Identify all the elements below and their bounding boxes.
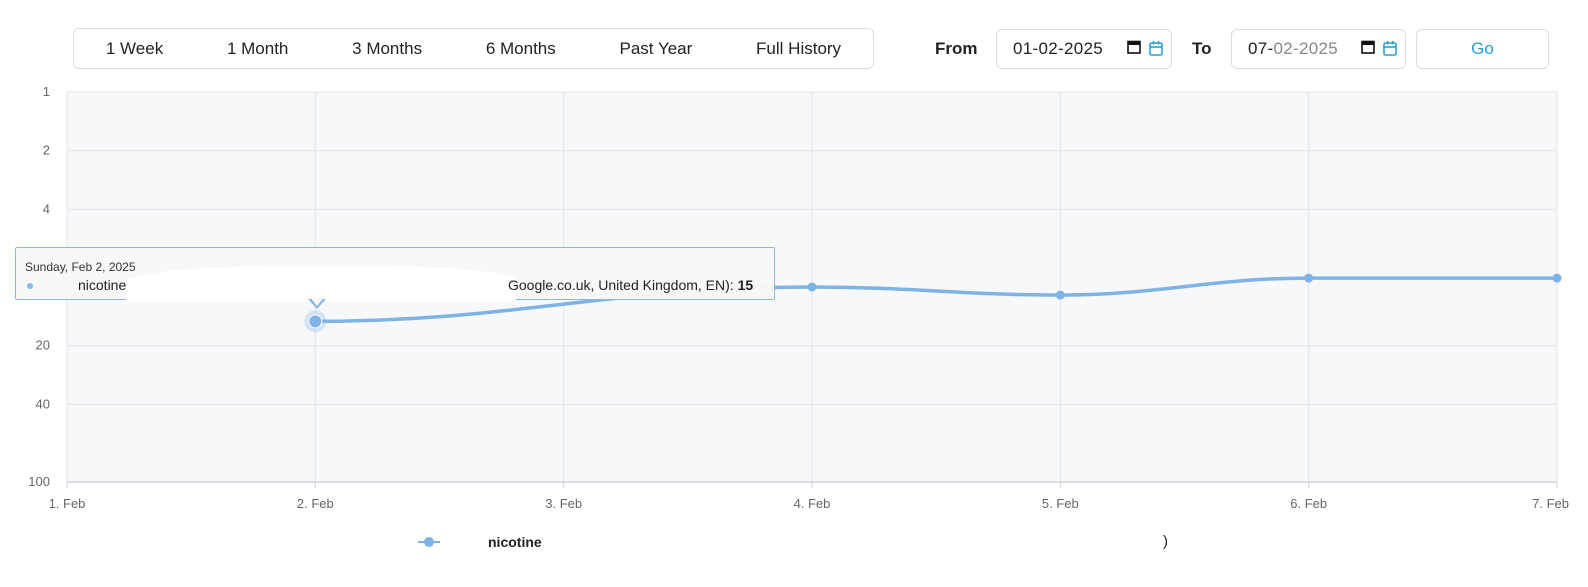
redaction-mask — [126, 266, 516, 301]
range-1-week-button[interactable]: 1 Week — [105, 38, 164, 58]
range-1-month-button[interactable]: 1 Month — [226, 38, 289, 58]
y-tick-label: 40 — [36, 396, 50, 411]
data-point — [1055, 290, 1065, 300]
legend-marker — [424, 537, 434, 547]
range-past-year-button[interactable]: Past Year — [619, 38, 693, 58]
y-tick-label: 2 — [43, 143, 50, 158]
y-tick-label: 100 — [28, 474, 50, 489]
y-tick-label: 1 — [43, 84, 50, 99]
calendar-icon[interactable] — [1127, 40, 1141, 54]
tooltip-series-marker — [27, 283, 33, 289]
x-tick-label: 3. Feb — [545, 496, 582, 511]
from-date-value: 01-02-2025 — [1013, 39, 1103, 58]
x-tick-label: 5. Feb — [1042, 496, 1079, 511]
tooltip-value: 15 — [737, 277, 754, 293]
x-tick-label: 1. Feb — [49, 496, 86, 511]
calendar-picker-icon[interactable] — [1383, 40, 1397, 56]
legend-trailing-text: ) — [1163, 533, 1168, 550]
x-tick-label: 7. Feb — [1532, 496, 1569, 511]
data-point — [1552, 273, 1562, 283]
tooltip-date: Sunday, Feb 2, 2025 — [25, 260, 136, 274]
range-3-months-button[interactable]: 3 Months — [352, 38, 423, 58]
x-tick-label: 2. Feb — [297, 496, 334, 511]
to-label: To — [1192, 39, 1212, 58]
legend-series-label: nicotine — [488, 534, 542, 550]
tooltip-pointer-fill — [310, 297, 324, 306]
data-point — [1304, 273, 1314, 283]
time-range-selector: 1 Week 1 Month 3 Months 6 Months Past Ye… — [73, 28, 874, 69]
from-label: From — [935, 39, 978, 58]
x-tick-label: 6. Feb — [1290, 496, 1327, 511]
range-6-months-button[interactable]: 6 Months — [485, 38, 556, 58]
to-date-input[interactable]: 07-02-2025 — [1231, 29, 1406, 69]
tooltip-context: Google.co.uk, United Kingdom, EN): 15 — [508, 277, 754, 293]
go-button[interactable]: Go — [1416, 29, 1549, 69]
y-tick-label: 20 — [36, 338, 50, 353]
to-date-value: 07-02-2025 — [1248, 39, 1338, 58]
calendar-picker-icon[interactable] — [1149, 40, 1163, 56]
data-point — [807, 282, 817, 292]
x-tick-label: 4. Feb — [794, 496, 831, 511]
calendar-icon[interactable] — [1361, 40, 1375, 54]
from-date-input[interactable]: 01-02-2025 — [996, 29, 1172, 69]
tooltip-series-label: nicotine — [78, 277, 127, 293]
range-full-history-button[interactable]: Full History — [756, 38, 842, 58]
data-point — [308, 314, 323, 329]
y-tick-label: 4 — [43, 201, 50, 216]
series-line — [315, 276, 1558, 324]
chart-tooltip: Sunday, Feb 2, 2025 nicotine Google.co.u… — [15, 247, 775, 309]
